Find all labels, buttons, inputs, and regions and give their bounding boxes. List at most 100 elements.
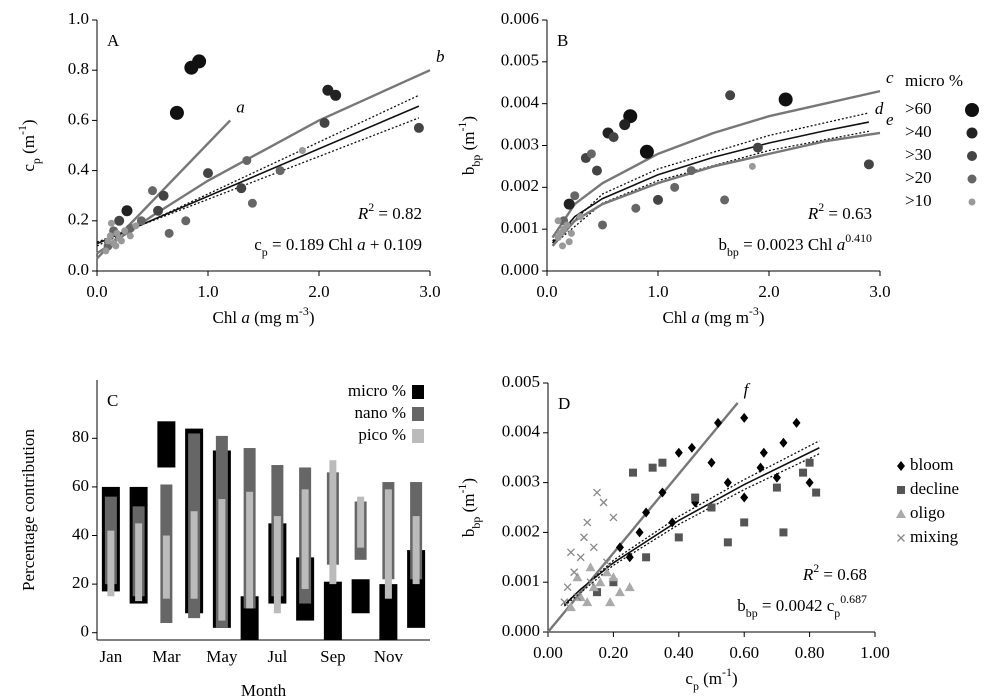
range-bar bbox=[246, 491, 254, 609]
x-axis-label-part: Chl bbox=[663, 308, 692, 327]
y-tick-label: 0.005 bbox=[501, 51, 539, 70]
y-tick-label: 0.001 bbox=[502, 571, 540, 590]
point bbox=[559, 242, 567, 250]
point bbox=[181, 216, 191, 226]
point bbox=[576, 553, 585, 562]
point bbox=[572, 572, 583, 582]
point bbox=[608, 572, 619, 582]
point bbox=[642, 553, 651, 562]
legend-marker bbox=[968, 198, 976, 206]
annotation-part: R bbox=[802, 565, 814, 584]
x-tick-label: 0.0 bbox=[536, 282, 557, 301]
point bbox=[575, 592, 586, 602]
point bbox=[670, 182, 680, 192]
point bbox=[589, 543, 598, 552]
point bbox=[897, 461, 905, 471]
x-tick-label: 2.0 bbox=[758, 282, 779, 301]
legend-title: micro % bbox=[905, 71, 963, 90]
point bbox=[567, 229, 575, 237]
annotation-part: = 0.189 Chl bbox=[268, 235, 357, 254]
point bbox=[102, 247, 110, 255]
point bbox=[107, 219, 115, 227]
panel-label: C bbox=[107, 391, 118, 410]
point bbox=[668, 517, 677, 528]
y-axis-label-part: b bbox=[459, 529, 478, 538]
x-tick-label: 0.20 bbox=[599, 643, 629, 662]
line-label: d bbox=[875, 99, 884, 118]
legend-marker bbox=[412, 407, 424, 421]
x-tick-label: 0.00 bbox=[533, 643, 563, 662]
point bbox=[563, 221, 571, 229]
point bbox=[236, 183, 247, 194]
x-axis-label-part: c bbox=[685, 669, 693, 688]
point bbox=[126, 232, 134, 240]
point bbox=[565, 602, 576, 612]
x-axis-label-part: (mg m bbox=[250, 308, 299, 327]
point bbox=[158, 190, 169, 201]
range-bar bbox=[351, 579, 370, 614]
x-tick-label: Jan bbox=[100, 647, 123, 666]
point bbox=[148, 186, 157, 196]
fit-line bbox=[96, 105, 420, 245]
point bbox=[602, 558, 611, 567]
point bbox=[608, 132, 619, 143]
fit-line bbox=[96, 94, 420, 247]
point bbox=[615, 542, 624, 553]
point bbox=[586, 578, 595, 587]
point bbox=[588, 582, 599, 592]
x-axis-label-part: ) bbox=[732, 669, 738, 688]
point bbox=[635, 527, 644, 538]
y-tick-label: 0.002 bbox=[501, 176, 539, 195]
point bbox=[169, 105, 184, 120]
panel-label: D bbox=[558, 394, 570, 413]
point bbox=[319, 117, 330, 128]
annotation-part: bp bbox=[727, 245, 739, 259]
y-axis-label: cp (m-1) bbox=[15, 119, 43, 171]
point bbox=[723, 538, 732, 547]
point bbox=[772, 472, 781, 483]
y-tick-label: 20 bbox=[72, 573, 89, 592]
x-axis-label-part: -1 bbox=[722, 665, 732, 679]
y-axis-label-part: (m bbox=[19, 135, 38, 158]
point bbox=[740, 492, 749, 503]
fit-line bbox=[563, 453, 820, 607]
annotation: bbp = 0.0023 Chl a0.410 bbox=[718, 231, 872, 259]
y-tick-label: 0.002 bbox=[502, 521, 540, 540]
y-tick-label: 0.4 bbox=[68, 160, 90, 179]
range-bar bbox=[218, 499, 226, 621]
annotation-part: b bbox=[718, 235, 727, 254]
fit-line bbox=[96, 117, 420, 243]
point bbox=[121, 227, 129, 235]
y-tick-label: 0.000 bbox=[501, 260, 539, 279]
y-axis-label: bbp (m-1) bbox=[455, 116, 483, 175]
point bbox=[653, 194, 663, 205]
annotation-part: p bbox=[262, 245, 268, 259]
annotation-part: bp bbox=[746, 606, 758, 620]
point bbox=[136, 216, 146, 226]
y-axis-label: Percentage contribution bbox=[19, 429, 38, 591]
point bbox=[563, 198, 575, 210]
x-axis-label: Month bbox=[241, 681, 287, 700]
point bbox=[554, 217, 562, 225]
range-bar bbox=[135, 523, 143, 602]
annotation-part: 0.687 bbox=[840, 592, 867, 606]
point bbox=[752, 142, 763, 153]
point bbox=[132, 222, 140, 230]
y-axis-label-part: ) bbox=[459, 116, 478, 122]
point bbox=[778, 92, 793, 107]
range-bar bbox=[190, 511, 198, 599]
x-axis-label: Chl a (mg m-3) bbox=[663, 304, 765, 327]
point bbox=[591, 165, 602, 176]
range-bar bbox=[162, 535, 170, 599]
y-tick-label: 0.001 bbox=[501, 218, 539, 237]
point bbox=[593, 488, 602, 497]
x-axis-label-part: -3 bbox=[299, 304, 309, 318]
legend-label: >40 bbox=[905, 122, 932, 141]
annotation-part: = 0.82 bbox=[374, 204, 422, 223]
point bbox=[614, 587, 625, 597]
fit-line bbox=[552, 130, 870, 246]
point bbox=[573, 593, 582, 602]
legend-label: >60 bbox=[905, 99, 932, 118]
point bbox=[242, 156, 252, 166]
y-tick-label: 0.005 bbox=[502, 372, 540, 391]
